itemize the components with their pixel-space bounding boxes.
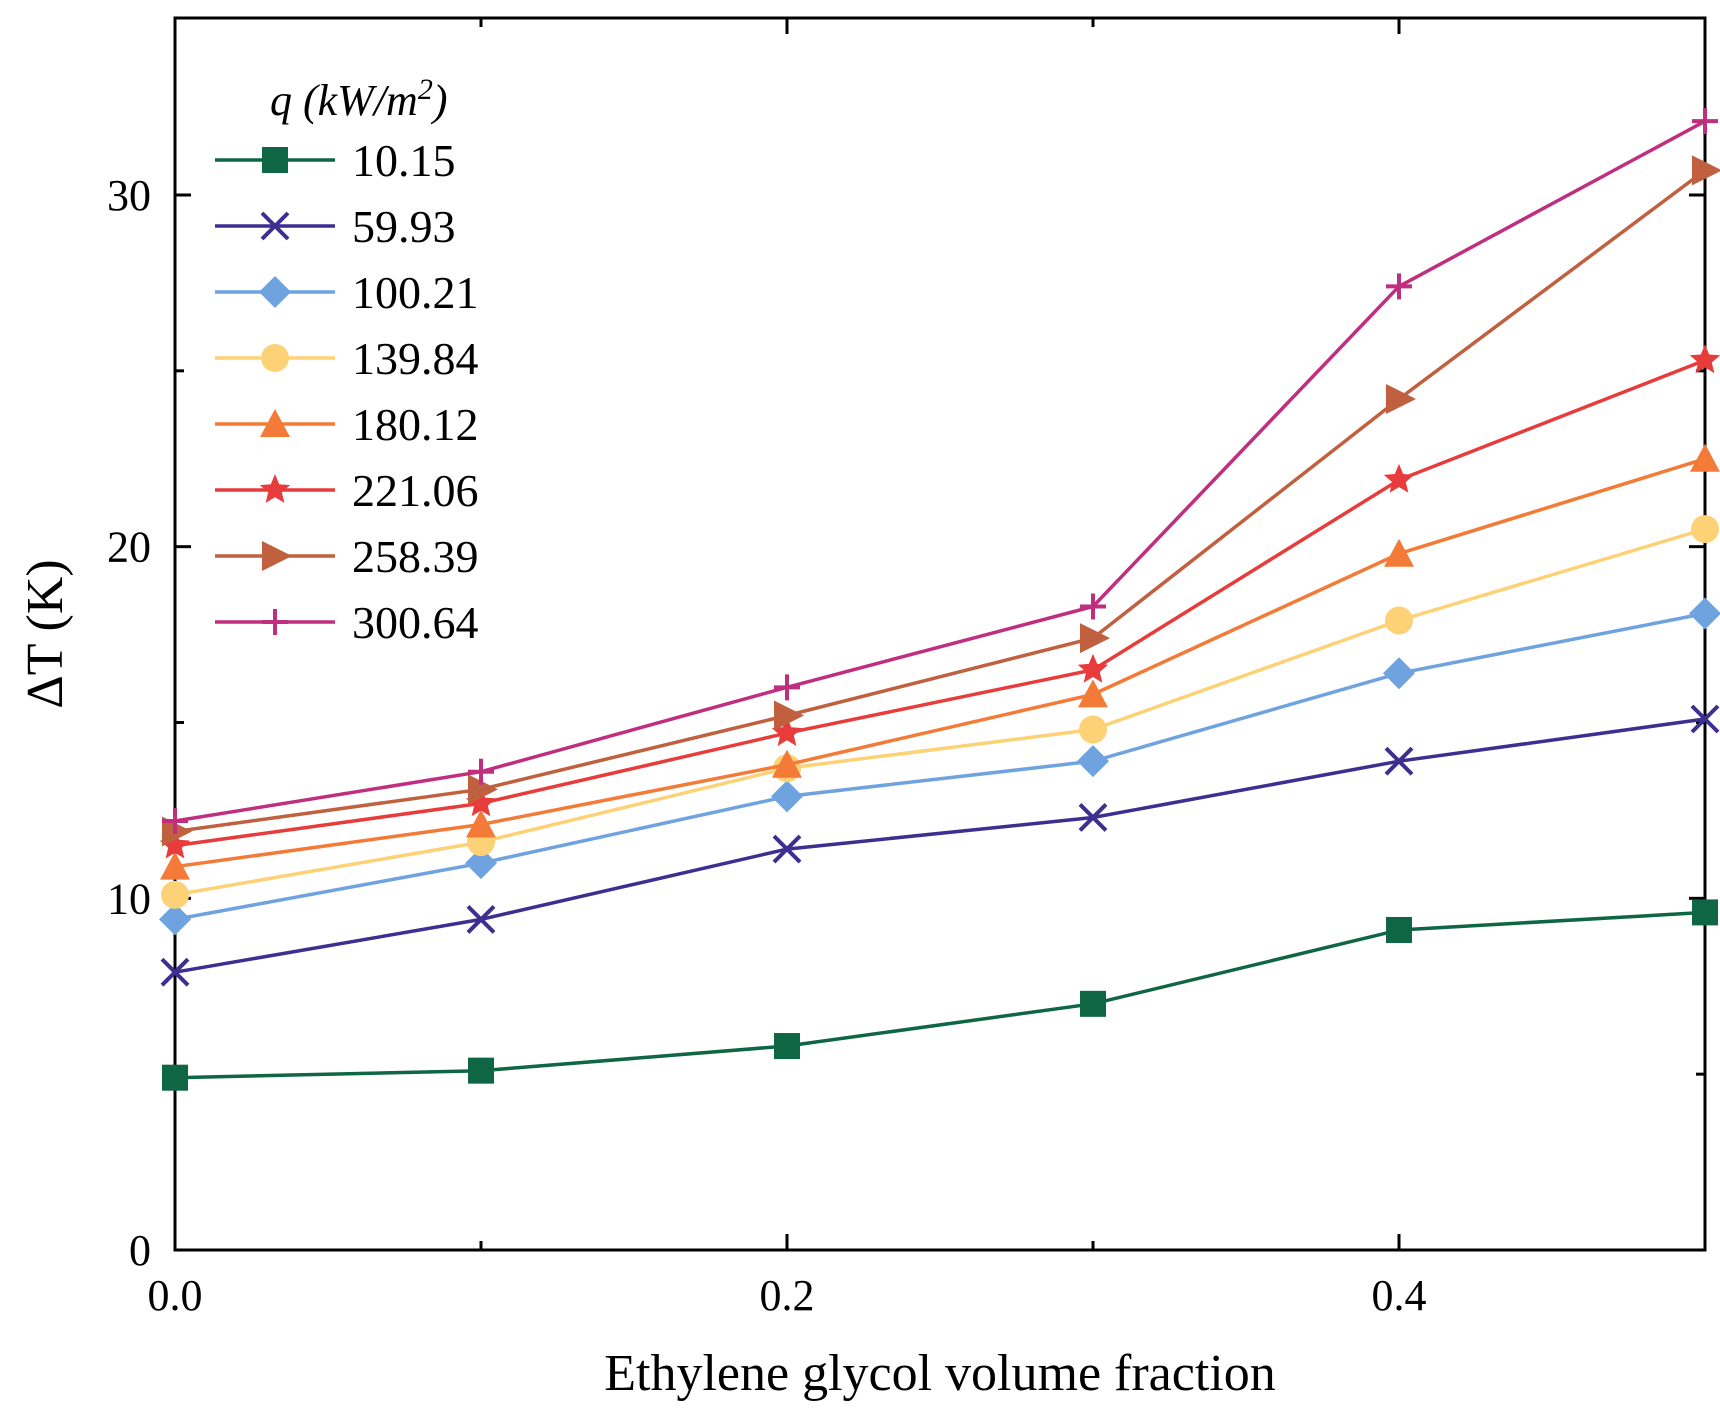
x-tick-label: 0.0 [148, 1271, 203, 1320]
series-139.84 [161, 515, 1719, 909]
x-axis-title: Ethylene glycol volume fraction [604, 1345, 1275, 1402]
data-point [1385, 606, 1413, 635]
legend-label: 300.64 [352, 597, 479, 648]
data-point [1689, 597, 1720, 630]
data-point [1078, 803, 1108, 832]
series-line [174, 168, 1707, 834]
y-tick-label: 10 [107, 874, 151, 923]
data-point [771, 717, 803, 746]
data-point [771, 780, 803, 813]
data-point [466, 809, 496, 838]
data-point [1690, 443, 1720, 472]
data-point [1080, 990, 1106, 1017]
legend-item-258.39: 258.39 [215, 531, 479, 582]
data-point [468, 758, 494, 785]
legend-marker [262, 541, 292, 571]
series-line [174, 527, 1706, 897]
legend-item-180.12: 180.12 [215, 399, 479, 450]
data-point [1691, 515, 1719, 544]
data-point [1077, 745, 1109, 778]
y-tick-label: 20 [107, 523, 151, 572]
legend-marker [262, 147, 288, 173]
plot-frame [173, 16, 1707, 1252]
series-line [174, 119, 1706, 823]
y-axis-title: ΔT (K) [17, 559, 74, 708]
data-point [1080, 623, 1110, 654]
data-point [1080, 593, 1106, 620]
data-point [1079, 715, 1107, 744]
legend-label: 180.12 [352, 399, 479, 450]
legend-label: 258.39 [352, 531, 479, 582]
data-point [1692, 108, 1718, 135]
y-tick-label: 0 [129, 1226, 151, 1275]
legend-marker [262, 609, 288, 635]
data-point [1383, 657, 1415, 690]
data-point [1692, 155, 1720, 186]
series-line [174, 611, 1706, 922]
data-point [772, 749, 802, 778]
legend-item-100.21: 100.21 [215, 267, 479, 318]
series-line [174, 717, 1706, 974]
data-point [1386, 916, 1412, 943]
legend-marker [259, 474, 291, 503]
data-point [1077, 653, 1109, 683]
data-point [1689, 344, 1720, 374]
data-point [468, 1057, 494, 1084]
series-300.64 [162, 108, 1718, 834]
legend-marker [259, 276, 291, 308]
data-point [468, 774, 498, 805]
data-point [465, 787, 497, 817]
legend-item-221.06: 221.06 [215, 465, 479, 516]
legend-title: q (kW/m2) [270, 73, 448, 125]
data-point [162, 807, 188, 834]
data-point [160, 957, 190, 987]
data-point [774, 1033, 800, 1060]
data-point [1386, 273, 1412, 300]
series-59.93 [160, 704, 1720, 987]
series-100.21 [159, 597, 1720, 936]
data-point [774, 700, 804, 731]
x-tick-label: 0.4 [1372, 1271, 1427, 1320]
legend-item-10.15: 10.15 [215, 135, 456, 186]
data-point [161, 880, 189, 909]
data-point [465, 847, 497, 880]
legend-label: 100.21 [352, 267, 479, 318]
data-point [1692, 899, 1718, 926]
data-point [772, 834, 802, 864]
legend-item-59.93: 59.93 [215, 201, 456, 252]
legend-label: 59.93 [352, 201, 456, 252]
data-point [1383, 463, 1415, 493]
data-point [159, 903, 191, 936]
series-180.12 [160, 443, 1720, 880]
legend-label: 221.06 [352, 465, 479, 516]
legend-marker [261, 344, 289, 372]
legend-marker [260, 409, 290, 437]
data-point [466, 905, 496, 934]
legend-label: 10.15 [352, 135, 456, 186]
axes: 0.0 0.2 0.4 0 10 20 30 [107, 16, 1707, 1320]
data-point [1384, 746, 1414, 776]
legend: q (kW/m2) 10.15 59.93 100.21 139.84 180.12 221… [215, 73, 479, 648]
y-tick-label: 30 [107, 171, 151, 220]
series-line [174, 457, 1706, 869]
series-221.06 [159, 344, 1720, 859]
series-line [174, 358, 1706, 848]
data-point [159, 829, 191, 859]
legend-item-300.64: 300.64 [215, 597, 479, 648]
series-layer [159, 108, 1720, 1091]
data-point [1384, 538, 1414, 567]
data-point [160, 851, 190, 880]
series-line [174, 910, 1706, 1080]
data-point [1386, 383, 1416, 414]
legend-item-139.84: 139.84 [215, 333, 479, 384]
data-point [1690, 704, 1720, 734]
data-point [774, 674, 800, 701]
data-point [162, 1064, 188, 1091]
x-tick-label: 0.2 [760, 1271, 815, 1320]
data-point [1078, 679, 1108, 708]
legend-marker [260, 211, 290, 241]
series-10.15 [162, 899, 1718, 1091]
legend-label: 139.84 [352, 333, 479, 384]
